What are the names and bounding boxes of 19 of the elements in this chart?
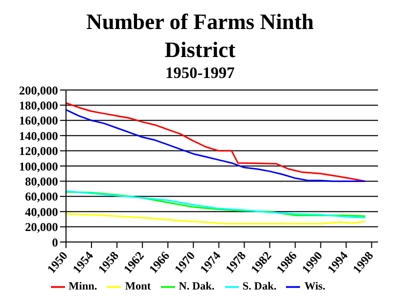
chart-subtitle: 1950-1997 — [164, 64, 236, 84]
legend-label: Wis. — [304, 280, 326, 293]
line-series — [66, 213, 366, 225]
y-tick-label: 0 — [52, 235, 58, 250]
y-tick-label: 60,000 — [25, 190, 58, 204]
chart-title: Number of Farms Ninth District — [85, 8, 315, 64]
y-tick-label: 80,000 — [25, 174, 58, 188]
y-tick-label: 160,000 — [19, 114, 58, 128]
y-tick-label: 100,000 — [19, 159, 58, 174]
y-tick-label: 140,000 — [19, 128, 58, 143]
legend-label: S. Dak. — [242, 280, 276, 293]
y-tick-label: 120,000 — [19, 144, 58, 158]
y-tick-label: 40,000 — [25, 204, 58, 219]
legend-label: N. Dak. — [178, 280, 215, 293]
y-tick-label: 200,000 — [19, 83, 58, 98]
y-tick-label: 180,000 — [19, 98, 58, 112]
legend-label: Mont — [125, 280, 151, 293]
legend-label: Minn. — [68, 280, 98, 293]
y-tick-label: 20,000 — [25, 220, 58, 234]
